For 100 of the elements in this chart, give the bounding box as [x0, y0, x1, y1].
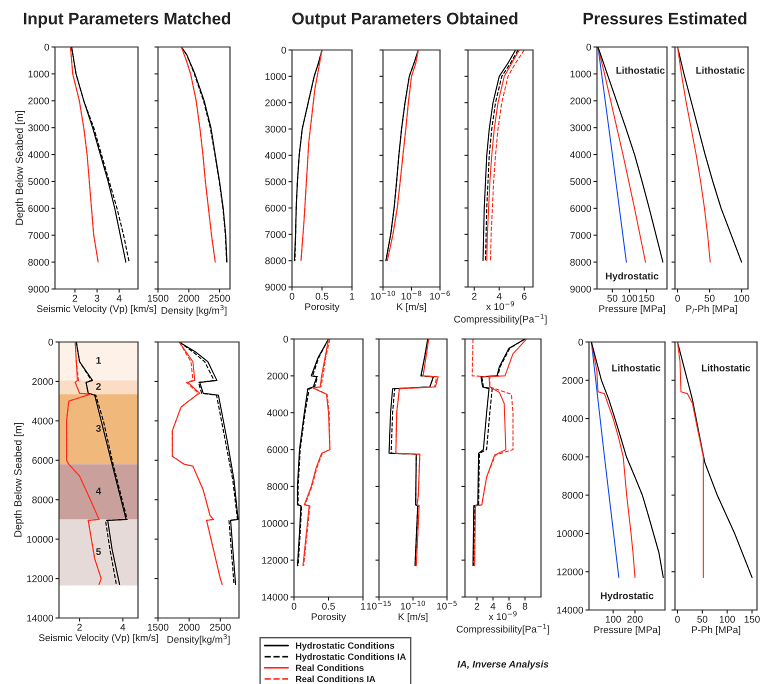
y-tick-label: 7000	[265, 231, 286, 238]
x-tick-label: 0	[675, 616, 680, 623]
x-axis-title: K [m/s]	[398, 613, 428, 622]
y-tick-label: 0	[281, 46, 286, 54]
band-label: 2	[96, 383, 101, 390]
y-tick-label: 5000	[570, 178, 592, 186]
x-tick-label: 0.5	[316, 292, 328, 300]
x-tick-label: 100	[622, 294, 638, 302]
y-tick-label: 6000	[267, 446, 288, 454]
x-axis-title: Seismic Velocity (Vp) [km/s]	[38, 634, 158, 644]
annotation: Lithostatic	[616, 66, 665, 74]
x-tick-label: 6	[506, 602, 512, 610]
x-tick-label: 4	[120, 624, 126, 631]
y-tick-label: 2000	[267, 372, 288, 380]
x-axis-title: P-Ph [MPa]	[692, 626, 740, 636]
x-tick-label: 0	[292, 602, 296, 610]
y-tick-label: 8000	[570, 258, 592, 266]
x-tick-label: 2	[472, 292, 476, 300]
y-tick-label: 10000	[27, 536, 54, 543]
x-axis-title: Pressure [MPa]	[594, 626, 660, 636]
annotation: Lithostatic	[612, 364, 660, 372]
x-tick-label: 50	[697, 616, 708, 623]
legend-label: Real Conditions	[296, 664, 364, 672]
y-tick-label: 0	[283, 336, 288, 343]
y-tick-label: 4000	[265, 152, 286, 159]
y-tick-label: 4000	[267, 409, 288, 416]
text: Output Parameters Obtained	[292, 12, 518, 28]
y-tick-label: 1000	[266, 73, 286, 80]
y-tick-label: 0	[44, 44, 50, 51]
x-tick-label: 2	[72, 294, 78, 302]
x-tick-label: 8	[522, 602, 528, 610]
band-label: 1	[96, 357, 101, 364]
y-tick-label: 6000	[570, 205, 592, 212]
y-tick-label: 4000	[32, 418, 54, 424]
y-tick-label: 5000	[265, 178, 286, 186]
y-tick-label: 14000	[262, 594, 288, 601]
x-tick-label: 100	[720, 616, 735, 623]
x-axis-title: Density [kg/m$^{3}$]	[162, 305, 226, 316]
x-tick-label: 3	[94, 294, 100, 302]
x-tick-label: 1500	[148, 624, 168, 631]
x-tick-label: 1500	[148, 294, 168, 302]
y-tick-label: 6000	[265, 204, 286, 212]
y-tick-label: 4000	[28, 151, 50, 158]
x-axis-title: Seismic Velocity (Vp) [km/s]	[36, 305, 156, 314]
x-axis-title: Pressure [MPa]	[599, 305, 665, 314]
band-label: 4	[96, 488, 102, 494]
annotation: Lithostatic	[696, 66, 745, 74]
band-label: 3	[96, 424, 101, 432]
y-tick-label: 0	[586, 44, 592, 51]
x-tick-label: 0	[675, 294, 680, 302]
x-tick-label: 1	[350, 292, 354, 300]
annotation: Hydrostatic	[606, 272, 658, 282]
y-tick-label: 2000	[570, 98, 592, 104]
x-tick-label: 10$^{−8}$	[402, 290, 422, 300]
x-tick-label: 10$^{−10}$	[400, 600, 426, 610]
chart-title: Input Parameters Matched	[24, 12, 230, 28]
annotation: Lithostatic	[702, 364, 750, 372]
x-tick-label: 50	[704, 294, 715, 302]
y-tick-label: 10000	[557, 530, 584, 538]
text: x 10$^{−9}$ Compressibility[Pa$^{−1}$]	[456, 611, 550, 635]
x-tick-label: 200	[627, 616, 643, 623]
x-axis-title: Porosity	[312, 613, 346, 622]
x-tick-label: 2500	[209, 294, 230, 302]
x-tick-label: 2500	[210, 624, 231, 631]
x-axis-title: P$_{l}$-Ph [MPa]	[686, 305, 737, 314]
y-tick-label: 6000	[28, 205, 50, 212]
y-tick-label: 12000	[557, 568, 584, 576]
y-tick-label: 6000	[32, 457, 54, 464]
x-tick-label: 2	[77, 624, 82, 631]
y-tick-label: 5000	[28, 178, 50, 186]
y-axis-title: Depth Below Seabed [m]	[15, 111, 26, 225]
x-tick-label: 50	[607, 294, 618, 302]
y-tick-label: 14000	[557, 606, 584, 614]
y-tick-label: 9000	[28, 286, 50, 293]
y-tick-label: 2000	[28, 98, 50, 104]
x-tick-label: 10$^{−5}$	[437, 600, 457, 610]
x-tick-label: 2	[474, 602, 480, 610]
x-tick-label: 100	[606, 616, 621, 623]
line-series	[597, 47, 664, 263]
band-label: 5	[96, 548, 101, 556]
x-tick-label: 2000	[178, 624, 200, 631]
x-tick-label: 4	[490, 602, 496, 610]
line-series	[590, 342, 664, 578]
legend-label: Hydrostatic Conditions	[296, 642, 394, 651]
text: x 10$^{−9}$ Compressibility[Pa$^{−1}$]	[454, 301, 547, 325]
y-tick-label: 8000	[265, 257, 286, 264]
y-tick-label: 3000	[570, 124, 592, 132]
annotation: Hydrostatic	[600, 592, 654, 602]
y-tick-label: 2000	[32, 378, 54, 386]
y-tick-label: 3000	[28, 124, 50, 132]
y-tick-label: 10000	[262, 520, 288, 527]
y-tick-label: 2000	[265, 99, 286, 106]
y-tick-label: 1000	[570, 70, 592, 78]
y-tick-label: 8000	[32, 496, 54, 504]
y-tick-label: 0	[578, 338, 584, 346]
x-tick-label: 4	[496, 292, 502, 300]
x-tick-label: 10$^{−15}$	[366, 600, 391, 610]
legend-label: Hydrostatic Conditions IA	[296, 653, 406, 662]
x-axis-title: K [m/s]	[397, 303, 426, 312]
x-tick-label: 4	[116, 294, 122, 302]
